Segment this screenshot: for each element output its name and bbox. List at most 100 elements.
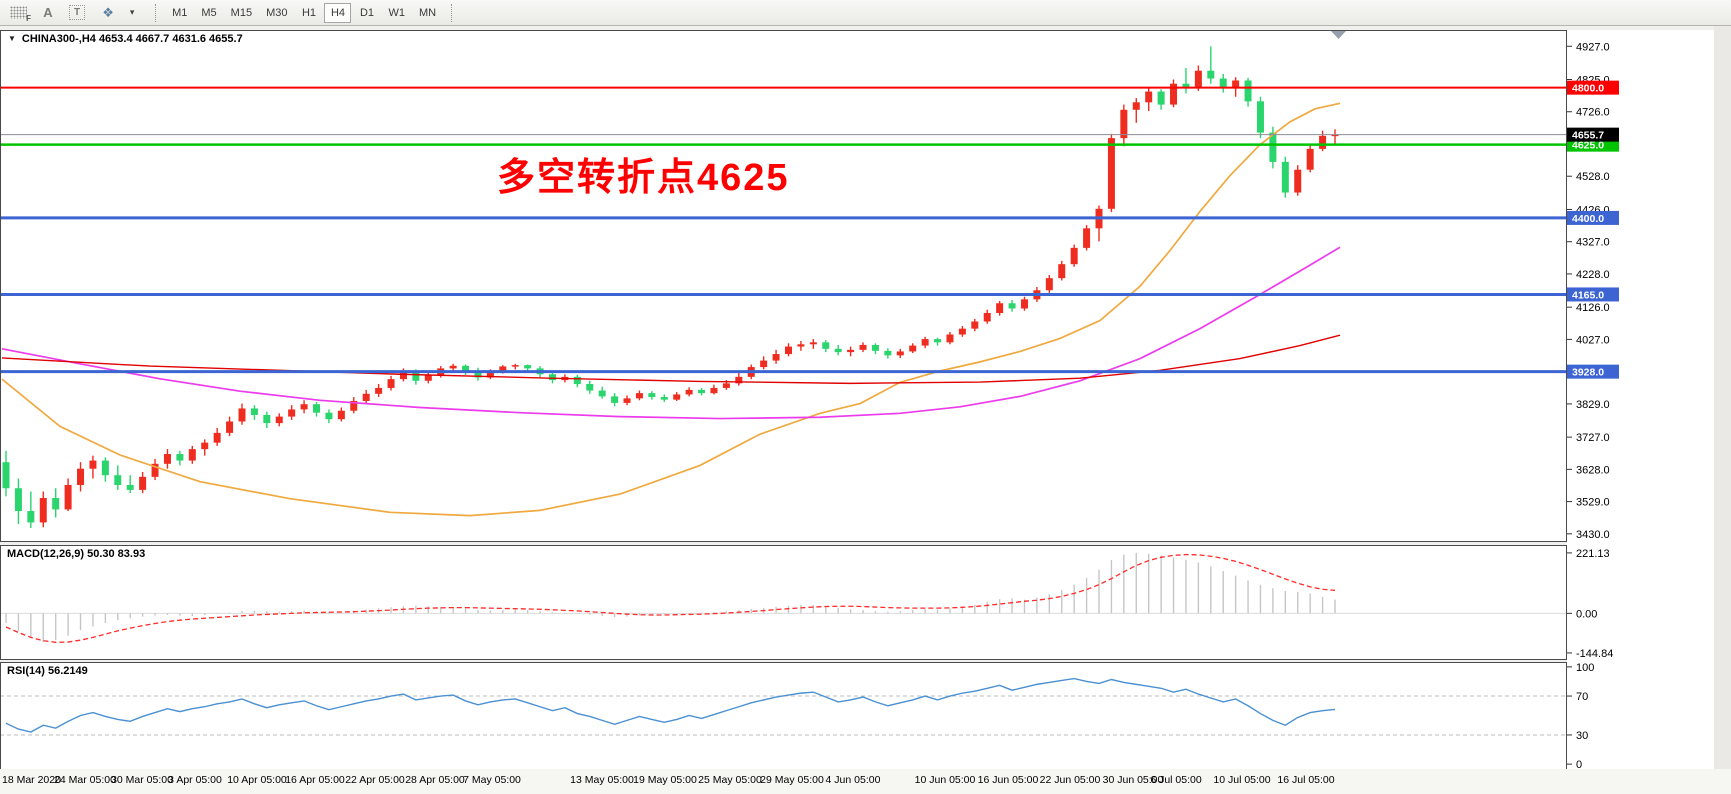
timeframe-w1-button[interactable]: W1 [382,3,411,23]
candle-body [909,345,917,352]
macd-panel-border [0,545,1567,660]
candle-body [511,365,519,367]
rsi-axis-label: 0 [1576,759,1582,771]
candle-body [573,376,581,385]
date-label: 25 May 05:00 [698,774,762,786]
candle-body [325,412,333,420]
candle-body [1281,161,1289,193]
timeframe-m30-button[interactable]: M30 [260,3,293,23]
candle-body [983,313,991,322]
shapes-icon[interactable]: ❖ [102,4,114,20]
candle-body [1170,83,1178,105]
candle-body [1306,148,1314,170]
chart-shift-marker-icon[interactable] [1331,31,1346,39]
candle-body [1182,83,1190,89]
crosshair-grid-icon[interactable]: F [6,3,31,23]
candle-body [412,371,420,381]
main-panel-background[interactable] [0,30,1567,542]
candle-body [809,342,817,345]
candle-body [660,397,668,400]
candle-body [39,498,47,523]
level-price-badge: 3928.0 [1572,367,1604,379]
candle-body [648,393,656,398]
candle-body [399,371,407,380]
candle-body [375,387,383,394]
macd-axis-label: 0.00 [1576,608,1597,620]
grid-dots-icon: F [10,6,31,23]
candle-body [89,460,97,469]
candle-body [1194,70,1202,89]
timeframe-m1-button[interactable]: M1 [166,3,193,23]
candle-body [859,344,867,350]
chart-text-annotation[interactable]: 多空转折点4625 [497,157,790,199]
date-label: 3 Apr 05:00 [168,774,222,786]
symbol-ohlc-text: CHINA300-,H4 4653.4 4667.7 4631.6 4655.7 [21,33,243,45]
candle-body [1219,78,1227,88]
macd-panel-background[interactable] [0,545,1567,660]
candle-body [1145,91,1153,103]
date-label: 4 Jun 05:00 [825,774,881,786]
candle-body [126,484,134,490]
time-axis[interactable]: 18 Mar 2020 24 Mar 05:00 30 Mar 05:00 3 Apr… [0,769,1731,794]
timeframe-h1-button[interactable]: H1 [295,3,322,23]
candle-body [387,379,395,388]
candle-body [710,387,718,394]
collapse-triangle-icon[interactable]: ▼ [8,34,16,43]
price-axis-background[interactable] [1567,30,1731,769]
level-price-badge-background [1567,80,1619,95]
candle-body [921,339,929,346]
rsi-indicator-label: RSI(14) 56.2149 [7,665,88,677]
candle-body [784,346,792,355]
window-edge-strip [1714,26,1731,794]
chart-symbol-title: ▼ CHINA300-,H4 4653.4 4667.7 4631.6 4655… [8,33,243,45]
candle-body [524,365,532,369]
candle-body [350,400,358,411]
candle-body [213,432,221,443]
candle-body [1008,303,1016,309]
candle-body [449,365,457,369]
grid-f-letter: F [26,14,31,23]
candle-body [263,414,271,424]
timeframe-d1-button[interactable]: D1 [353,3,380,23]
timeframe-m15-button[interactable]: M15 [225,3,258,23]
price-axis-label: 4927.0 [1576,41,1610,53]
timeframe-h4-button[interactable]: H4 [324,2,352,23]
candle-body [1132,102,1140,110]
candle-body [847,349,855,353]
text-box-icon[interactable]: T [65,3,89,23]
candle-body [822,342,830,349]
date-label: 22 Apr 05:00 [345,774,405,786]
boxed-t-icon: T [69,5,86,20]
candle-body [362,393,370,401]
candle-body [462,365,470,372]
candle-body [1058,264,1066,279]
level-price-badge: 4165.0 [1572,289,1604,301]
date-label: 16 Jun 05:00 [977,774,1039,786]
timeframe-m5-button[interactable]: M5 [195,3,222,23]
candle-body [226,421,234,433]
candle-body [2,462,10,489]
candle-body [934,339,942,343]
candle-body [1269,132,1277,162]
date-label: 6 Jul 05:00 [1150,774,1202,786]
rsi-panel-background[interactable] [0,662,1567,770]
candle-body [1319,135,1327,149]
candle-body [499,366,507,371]
candle-body [611,396,619,403]
candle-body [797,344,805,347]
candle-body [77,468,85,485]
date-label: 13 May 05:00 [570,774,634,786]
level-price-badge: 4625.0 [1572,140,1604,152]
candle-body [176,454,184,461]
timeframe-mn-button[interactable]: MN [413,3,442,23]
text-label-icon[interactable]: A [43,5,53,20]
candle-body [163,454,171,464]
candle-body [958,328,966,335]
candle-body [698,389,706,394]
candle-body [722,383,730,388]
candle-body [486,370,494,378]
level-price-badge-background [1567,364,1619,379]
candle-body [1244,80,1252,102]
shapes-dropdown-caret-icon[interactable]: ▾ [129,7,135,17]
